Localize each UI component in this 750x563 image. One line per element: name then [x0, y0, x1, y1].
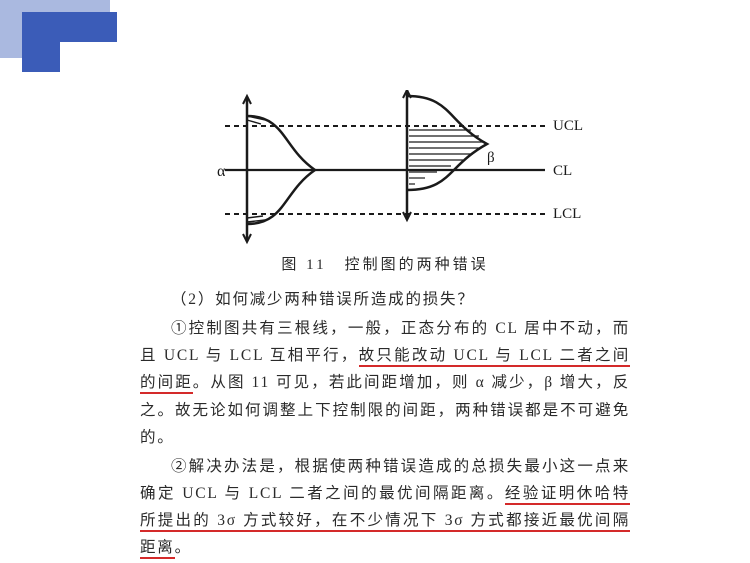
question-line: （2）如何减少两种错误所造成的损失？: [140, 286, 630, 313]
corner-decoration: [0, 0, 150, 75]
control-chart-diagram: α β UCL CL LCL: [165, 90, 605, 245]
paragraph-1: ①控制图共有三根线，一般，正态分布的 CL 居中不动，而且 UCL 与 LCL …: [140, 315, 630, 451]
cl-label: CL: [553, 163, 572, 179]
ucl-label: UCL: [553, 118, 583, 134]
beta-label: β: [487, 150, 495, 166]
figure-caption: 图 11 控制图的两种错误: [140, 253, 630, 274]
paragraph-2: ②解决办法是，根据使两种错误造成的总损失最小这一点来确定 UCL 与 LCL 二…: [140, 453, 630, 562]
lcl-label: LCL: [553, 206, 581, 222]
body-text: （2）如何减少两种错误所造成的损失？ ①控制图共有三根线，一般，正态分布的 CL…: [140, 286, 630, 561]
alpha-label: α: [217, 163, 226, 180]
p1-part-b: 。从图 11 可见，若此间距增加，则 α 减少，β 增大，反之。故无论如何调整上…: [140, 374, 630, 445]
slide-content: α β UCL CL LCL 图 11 控制图的两种错误 （2）如何减少两种错误…: [140, 90, 630, 563]
p2-part-b: 。: [175, 539, 192, 556]
